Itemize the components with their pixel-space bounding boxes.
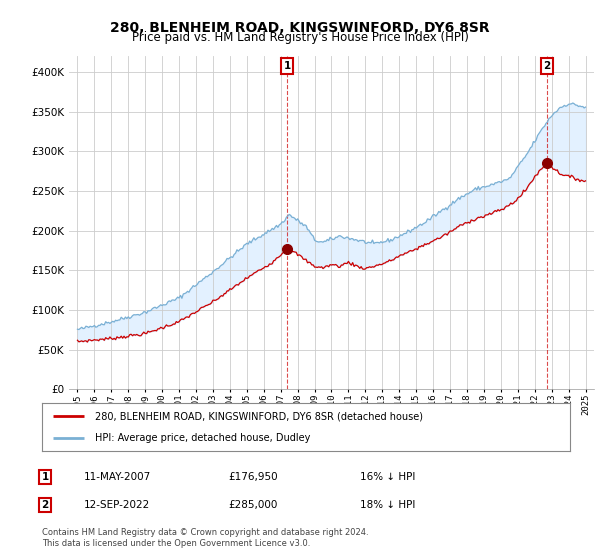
Text: 11-MAY-2007: 11-MAY-2007 xyxy=(84,472,151,482)
Text: 280, BLENHEIM ROAD, KINGSWINFORD, DY6 8SR (detached house): 280, BLENHEIM ROAD, KINGSWINFORD, DY6 8S… xyxy=(95,411,423,421)
Text: Price paid vs. HM Land Registry's House Price Index (HPI): Price paid vs. HM Land Registry's House … xyxy=(131,31,469,44)
Text: 280, BLENHEIM ROAD, KINGSWINFORD, DY6 8SR: 280, BLENHEIM ROAD, KINGSWINFORD, DY6 8S… xyxy=(110,21,490,35)
Text: HPI: Average price, detached house, Dudley: HPI: Average price, detached house, Dudl… xyxy=(95,433,310,443)
Text: 1: 1 xyxy=(283,61,290,71)
Text: 18% ↓ HPI: 18% ↓ HPI xyxy=(360,500,415,510)
Text: Contains HM Land Registry data © Crown copyright and database right 2024.
This d: Contains HM Land Registry data © Crown c… xyxy=(42,528,368,548)
Text: 2: 2 xyxy=(543,61,550,71)
Text: 1: 1 xyxy=(41,472,49,482)
Text: 2: 2 xyxy=(41,500,49,510)
Text: £176,950: £176,950 xyxy=(228,472,278,482)
Text: 16% ↓ HPI: 16% ↓ HPI xyxy=(360,472,415,482)
Text: 12-SEP-2022: 12-SEP-2022 xyxy=(84,500,150,510)
Text: £285,000: £285,000 xyxy=(228,500,277,510)
